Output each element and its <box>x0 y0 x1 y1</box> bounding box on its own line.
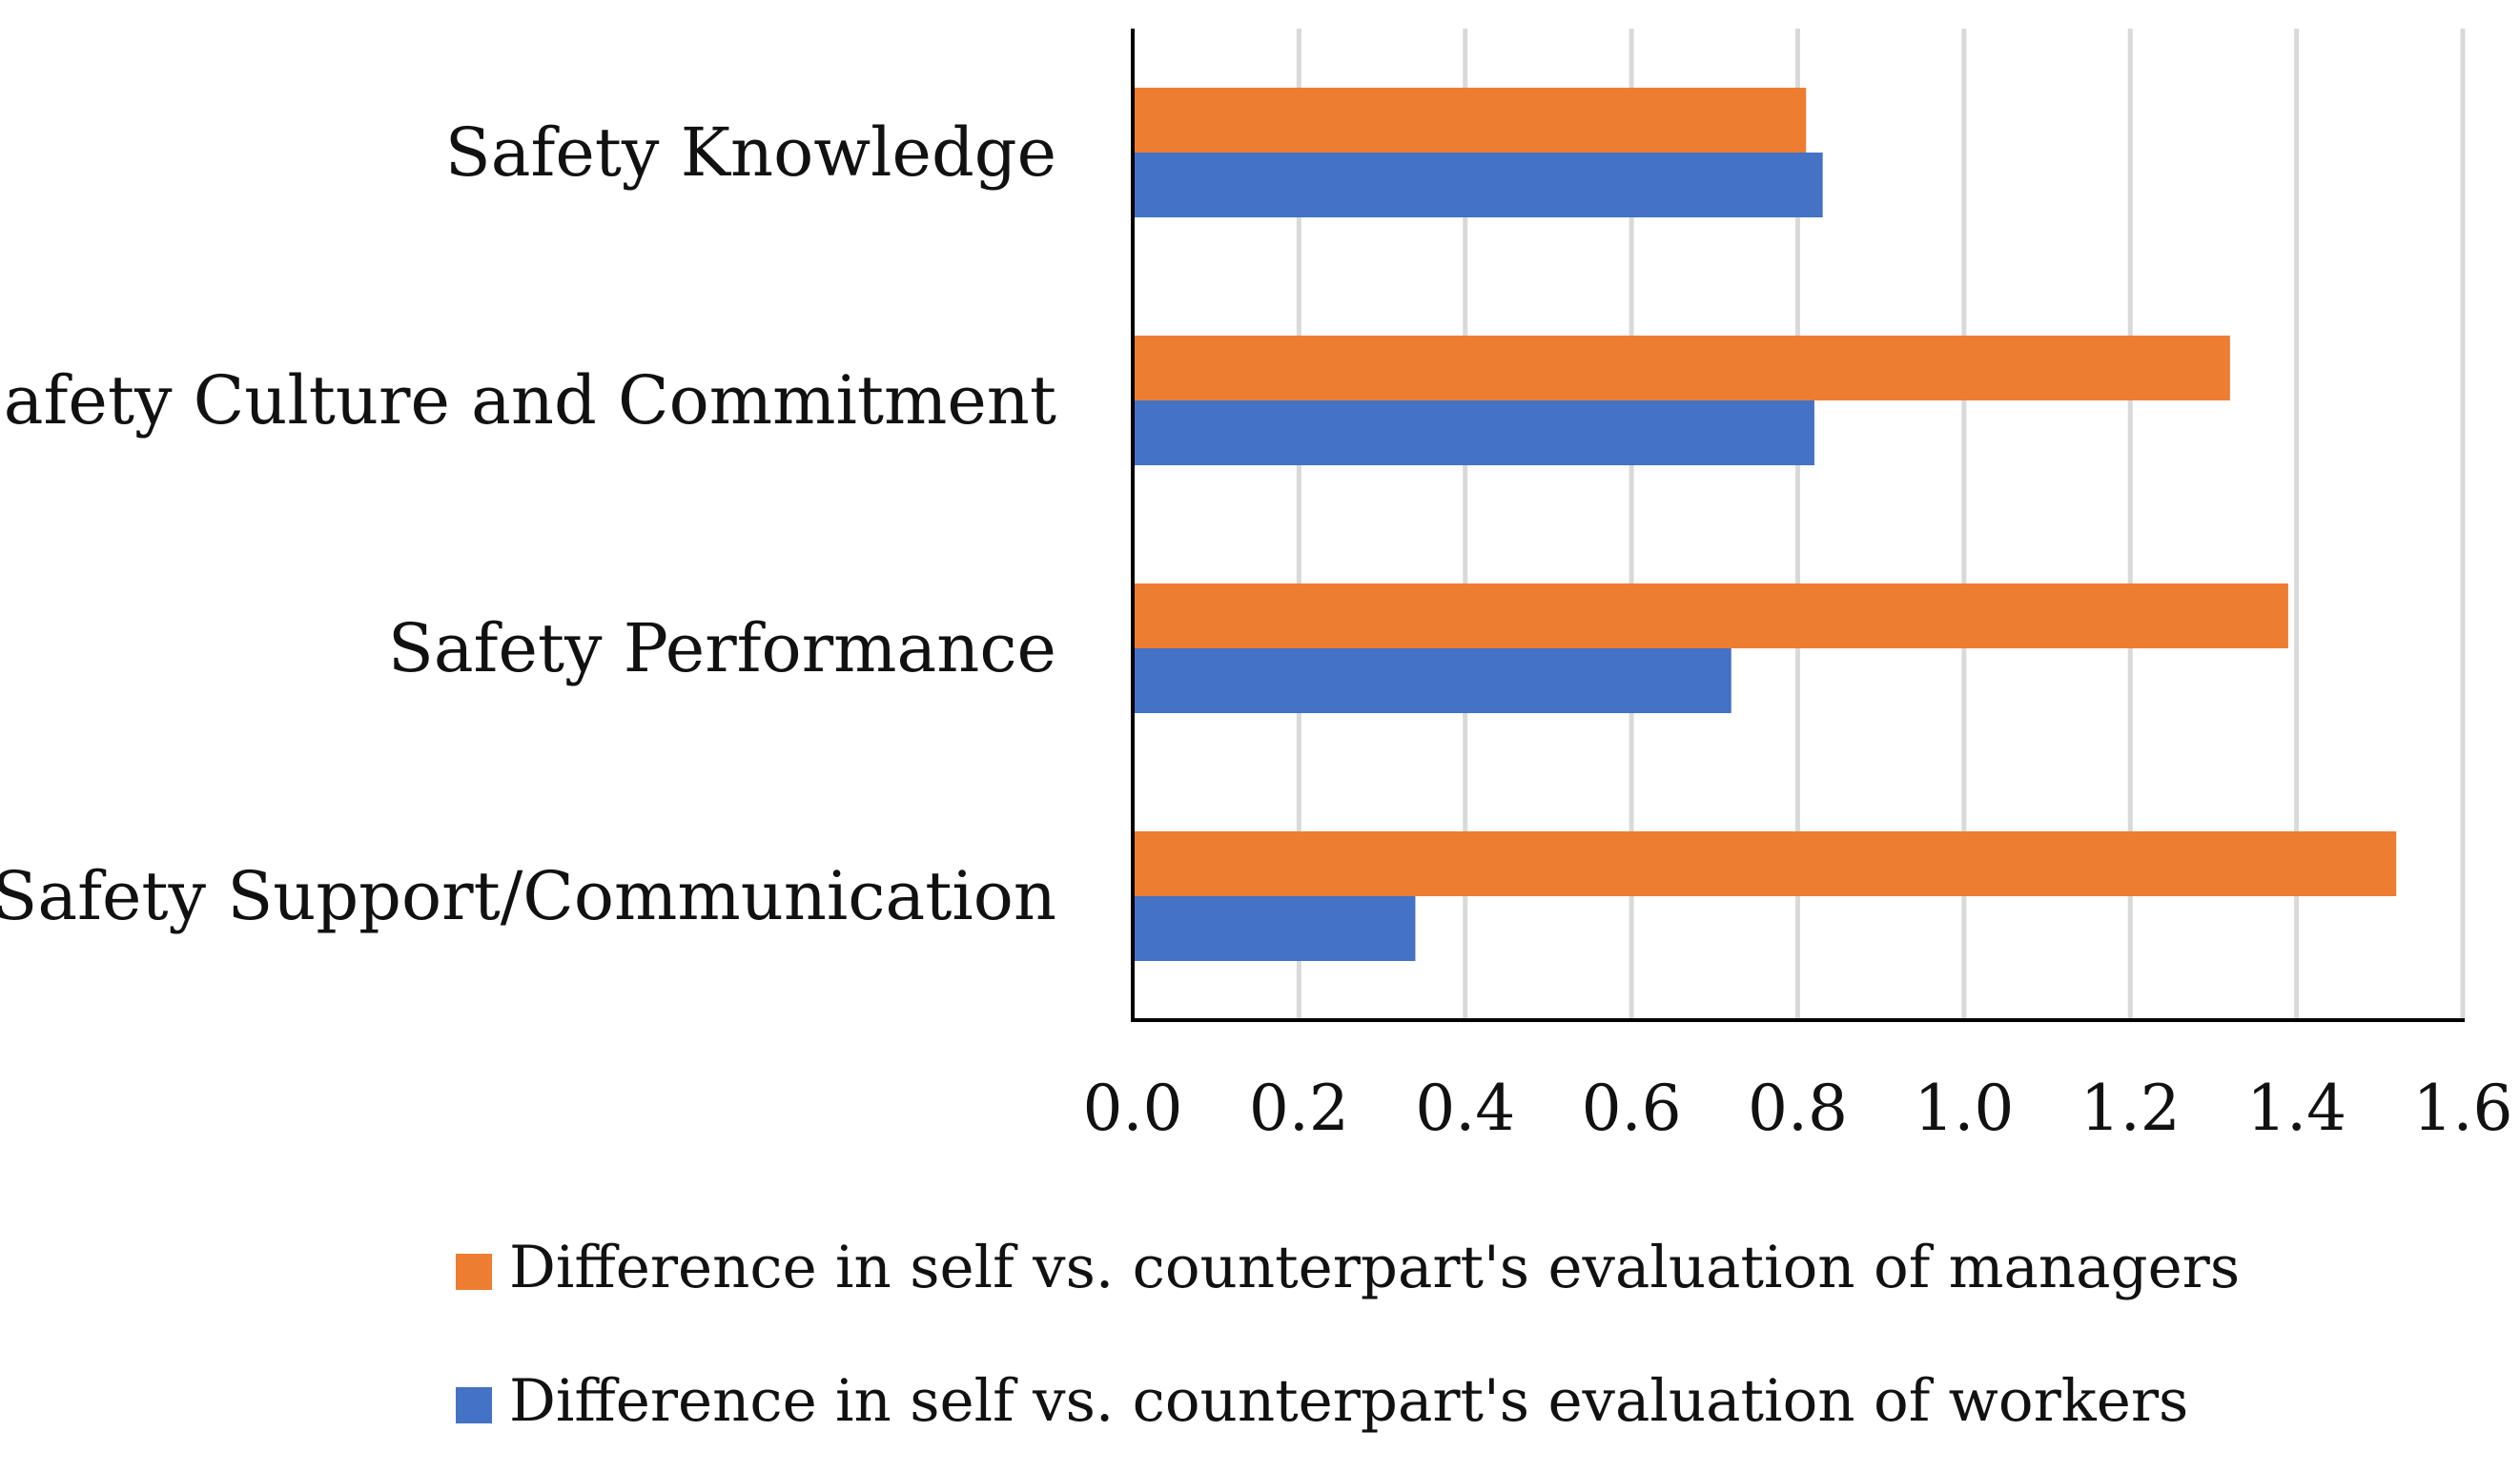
x-tick-label: 1.4 <box>2246 1072 2346 1145</box>
x-tick-label: 0.4 <box>1415 1072 1515 1145</box>
bar-managers <box>1133 88 1807 153</box>
bar-workers <box>1133 400 1814 465</box>
legend-label: Difference in self vs. counterpart's eva… <box>509 1234 2240 1301</box>
bars <box>1133 88 2397 961</box>
x-tick-label: 1.6 <box>2413 1072 2513 1145</box>
category-label: Safety Support/Communication <box>0 857 1056 935</box>
category-label: Safety Performance <box>388 609 1056 687</box>
axes <box>1131 29 2465 1022</box>
x-tick-label: 0.0 <box>1083 1072 1183 1145</box>
bar-workers <box>1133 896 1416 961</box>
x-tick-label: 1.2 <box>2080 1072 2181 1145</box>
legend-swatch <box>456 1254 492 1290</box>
bar-managers <box>1133 583 2288 648</box>
category-label: Safety Culture and Commitment <box>0 361 1056 440</box>
labels: 0.0 0.2 0.4 0.6 0.8 1.0 1.2 1.4 1.6 Safety Knowle… <box>0 113 2512 1145</box>
x-tick-label: 1.0 <box>1914 1072 2014 1145</box>
legend-swatch <box>456 1387 492 1423</box>
x-tick-label: 0.2 <box>1249 1072 1349 1145</box>
bar-workers <box>1133 153 1823 217</box>
legend-label: Difference in self vs. counterpart's eva… <box>509 1367 2188 1435</box>
legend: Difference in self vs. counterpart's eva… <box>456 1234 2240 1435</box>
x-tick-label: 0.6 <box>1582 1072 1682 1145</box>
bar-workers <box>1133 648 1731 713</box>
x-tick-label: 0.8 <box>1748 1072 1848 1145</box>
bar-managers <box>1133 336 2230 400</box>
bar-managers <box>1133 831 2397 896</box>
category-label: Safety Knowledge <box>445 113 1056 192</box>
